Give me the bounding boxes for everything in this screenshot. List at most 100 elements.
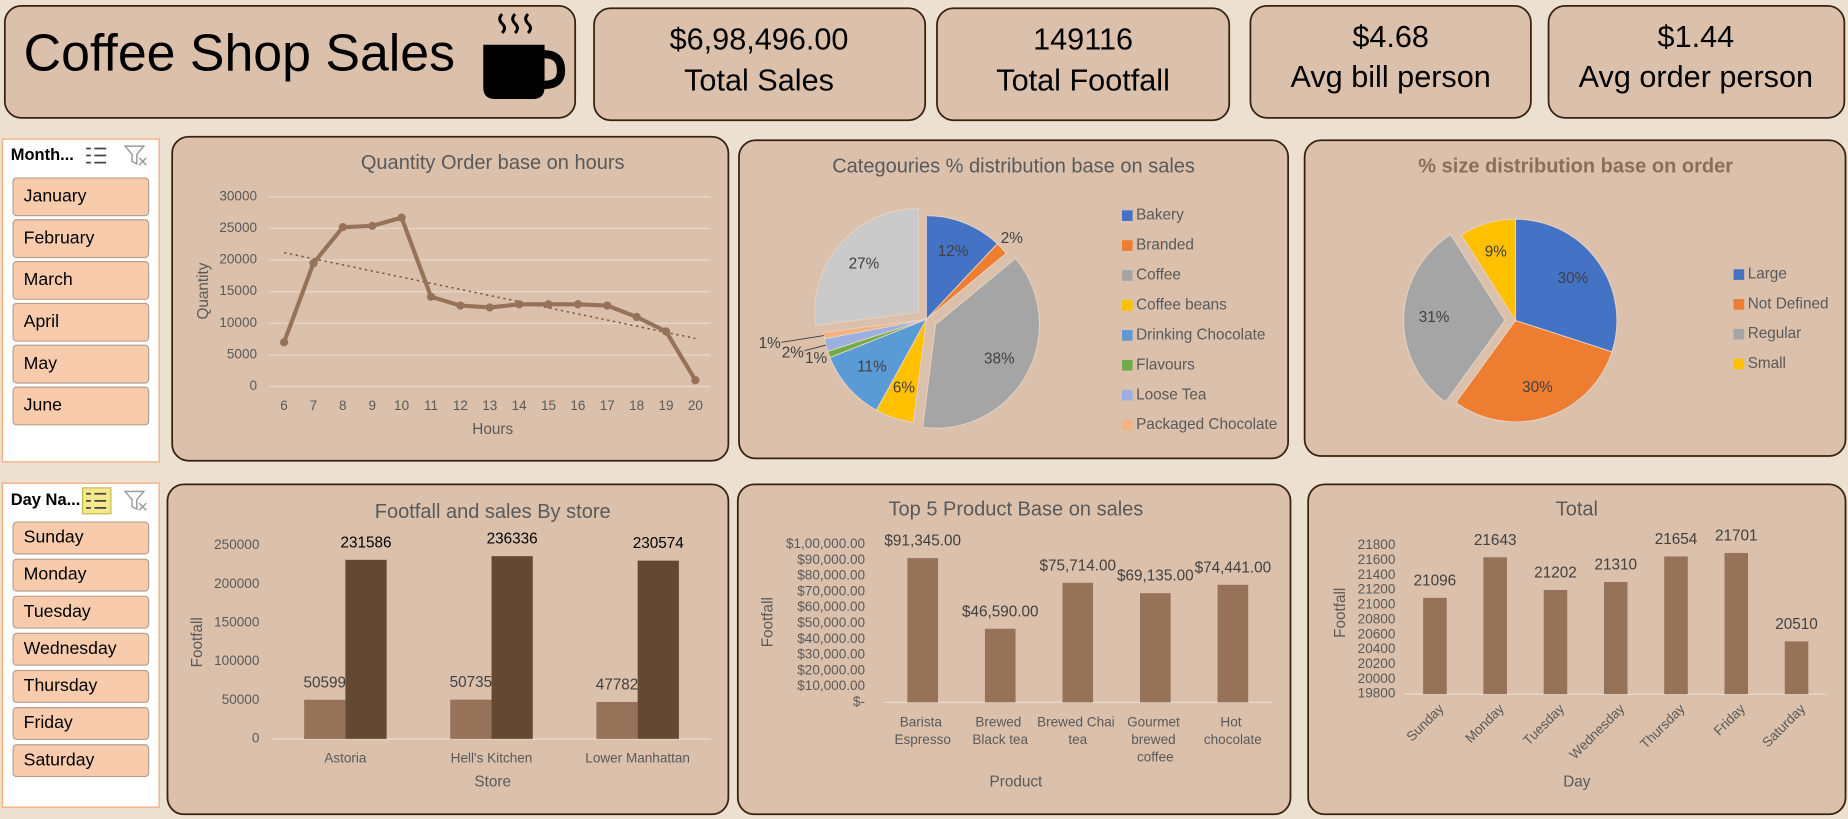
y-tick-label: 200000 bbox=[214, 576, 259, 591]
x-tick-label: 16 bbox=[570, 398, 585, 413]
pie-slice bbox=[822, 318, 927, 340]
y-axis-title: Footfall bbox=[1332, 588, 1349, 638]
kpi-card bbox=[1249, 5, 1532, 119]
point bbox=[573, 300, 583, 309]
y-tick-label: 20600 bbox=[1358, 626, 1396, 641]
pie-slice bbox=[814, 208, 919, 326]
slicer-button[interactable] bbox=[12, 344, 150, 384]
slicer-button[interactable] bbox=[12, 302, 150, 342]
legend-swatch bbox=[1121, 389, 1133, 401]
data-label: 30% bbox=[1558, 270, 1589, 287]
bar bbox=[984, 628, 1016, 703]
slicer-item[interactable]: Sunday bbox=[24, 527, 84, 547]
y-tick-label: 150000 bbox=[214, 614, 259, 629]
y-tick-label: 21600 bbox=[1358, 552, 1396, 567]
slicer-button[interactable] bbox=[12, 595, 150, 629]
x-tick-label-line: Brewed Chai bbox=[1037, 714, 1118, 729]
pie-slice bbox=[829, 318, 928, 411]
pie-slice bbox=[1460, 218, 1517, 323]
slicer-button[interactable] bbox=[12, 558, 150, 592]
x-tick-label-line: Espresso bbox=[894, 732, 950, 747]
slicer-item[interactable]: Thursday bbox=[24, 675, 98, 695]
pie-slice bbox=[922, 257, 1040, 429]
slicer-title: Month... bbox=[11, 146, 74, 164]
legend-swatch bbox=[1121, 360, 1133, 371]
y-tick-label: 19800 bbox=[1358, 686, 1396, 701]
slicer-item[interactable]: April bbox=[24, 311, 59, 331]
kpi-value: $4.68 bbox=[1352, 20, 1429, 54]
data-label: $69,135.00 bbox=[1117, 568, 1194, 585]
legend-swatch bbox=[1733, 269, 1745, 280]
slicer-button[interactable] bbox=[12, 261, 150, 300]
slicer-item[interactable]: Wednesday bbox=[24, 638, 117, 658]
slicer-item[interactable]: May bbox=[24, 353, 58, 373]
kpi-label: Avg bill person bbox=[1290, 60, 1490, 94]
legend-label: Drinking Chocolate bbox=[1136, 326, 1265, 343]
x-tick-label-line: coffee bbox=[1137, 749, 1174, 764]
legend-label: Branded bbox=[1136, 237, 1194, 254]
slicer-button[interactable] bbox=[12, 632, 150, 666]
y-tick-label: 0 bbox=[249, 378, 257, 393]
bar bbox=[1483, 557, 1507, 695]
legend-swatch bbox=[1733, 299, 1745, 310]
data-label: 21096 bbox=[1414, 572, 1457, 589]
x-tick-label: Brewed Chai tea bbox=[1037, 714, 1118, 747]
legend-label: Coffee beans bbox=[1136, 296, 1227, 313]
slicer-item[interactable]: Monday bbox=[24, 564, 87, 584]
x-tick-label: 7 bbox=[310, 398, 318, 413]
kpi-card bbox=[936, 7, 1231, 122]
slicer-item[interactable]: June bbox=[24, 395, 62, 415]
legend-label: Bakery bbox=[1136, 207, 1184, 224]
x-tick-label: 9 bbox=[368, 398, 376, 413]
y-tick-label: 20400 bbox=[1358, 641, 1396, 656]
x-tick-label-line: tea bbox=[1068, 732, 1087, 747]
x-tick-label-line: Black tea bbox=[972, 732, 1028, 747]
kpi-label: Total Sales bbox=[684, 64, 834, 98]
clear-filter-button[interactable] bbox=[123, 145, 147, 166]
x-tick-label: 19 bbox=[659, 398, 674, 413]
slicer-item[interactable]: March bbox=[24, 269, 73, 289]
y-tick-label: 21000 bbox=[1358, 597, 1396, 612]
y-tick-label: $- bbox=[853, 694, 865, 709]
y-tick-label: 25000 bbox=[219, 220, 257, 235]
slicer-button[interactable] bbox=[12, 177, 150, 217]
slicer-item[interactable]: Saturday bbox=[24, 749, 95, 769]
y-tick-label: 10000 bbox=[219, 315, 257, 330]
data-label: 20510 bbox=[1775, 616, 1818, 633]
y-tick-label: 21400 bbox=[1358, 567, 1396, 582]
slicer-button[interactable] bbox=[12, 521, 150, 555]
multi-select-button[interactable] bbox=[86, 147, 107, 164]
point bbox=[515, 300, 524, 309]
slicer-button[interactable] bbox=[12, 219, 150, 259]
slicer-button[interactable] bbox=[12, 707, 150, 741]
slicer-button[interactable] bbox=[12, 386, 150, 426]
clear-filter-button[interactable] bbox=[123, 490, 147, 511]
data-label: 12% bbox=[938, 243, 969, 260]
legend-swatch bbox=[1121, 270, 1133, 281]
legend-label: Coffee bbox=[1136, 267, 1181, 284]
slicer-item[interactable]: Tuesday bbox=[24, 601, 91, 621]
legend-swatch bbox=[1121, 300, 1133, 311]
y-tick-label: 20000 bbox=[1358, 671, 1396, 686]
y-tick-label: $40,000.00 bbox=[797, 631, 865, 646]
legend-label: Not Defined bbox=[1748, 295, 1829, 312]
data-label: 2% bbox=[782, 345, 805, 362]
chart-panel bbox=[171, 135, 730, 462]
point bbox=[426, 292, 436, 301]
point bbox=[456, 301, 465, 310]
slicer-title: Day Na... bbox=[11, 491, 81, 509]
multi-select-button[interactable] bbox=[86, 492, 107, 509]
x-tick-label: 20 bbox=[688, 398, 703, 413]
leader-line bbox=[781, 335, 825, 343]
bar bbox=[345, 559, 387, 739]
slicer-item[interactable]: Friday bbox=[24, 712, 73, 732]
slicer-button[interactable] bbox=[12, 744, 150, 778]
bar bbox=[1543, 590, 1568, 695]
y-tick-label: 20800 bbox=[1358, 611, 1396, 626]
slicer-item[interactable]: January bbox=[24, 185, 87, 205]
slicer-item[interactable]: February bbox=[24, 227, 95, 247]
point bbox=[485, 303, 494, 312]
x-tick-label: Hell's Kitchen bbox=[451, 750, 533, 765]
slicer-button[interactable] bbox=[12, 669, 150, 703]
